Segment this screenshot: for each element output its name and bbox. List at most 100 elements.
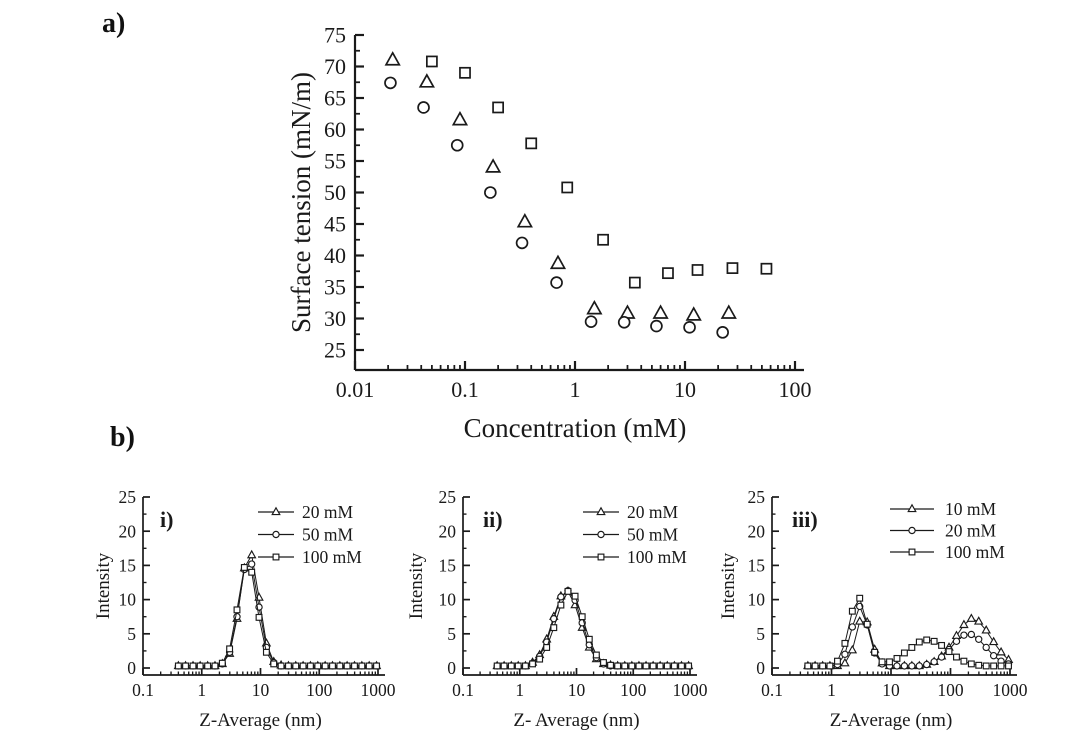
data-point-marker (960, 631, 968, 639)
data-point-marker (336, 662, 344, 670)
x-tick-label: 1 (827, 680, 836, 700)
data-point-marker (848, 607, 856, 615)
data-point-marker (811, 662, 819, 670)
x-tick-label: 1000 (993, 680, 1028, 700)
x-tick-label: 1 (197, 680, 206, 700)
y-tick-label: 5 (447, 624, 456, 644)
data-point-marker (834, 657, 841, 665)
data-point-marker (561, 181, 574, 194)
data-point-marker (908, 644, 916, 651)
data-point-marker (952, 637, 961, 646)
data-point-marker (945, 648, 953, 656)
x-axis-label: Z-Average (nm) (830, 710, 953, 731)
data-point-marker (417, 101, 430, 114)
data-point-marker (246, 549, 257, 559)
data-point-marker (292, 662, 300, 670)
y-tick-label: 5 (127, 624, 136, 644)
data-point-marker (973, 616, 984, 625)
data-point-marker (670, 662, 678, 670)
data-point-marker (716, 326, 729, 339)
data-point-marker (726, 262, 739, 274)
data-point-marker (525, 137, 538, 150)
data-point-marker (649, 662, 657, 670)
legend-marker (272, 553, 280, 561)
data-point-marker (597, 233, 609, 246)
y-tick-label: 0 (447, 658, 456, 678)
data-point-marker (277, 662, 285, 670)
data-point-marker (211, 662, 219, 670)
y-tick-label: 10 (748, 590, 766, 610)
legend-label: 10 mM (945, 499, 996, 519)
data-point-marker (174, 662, 182, 670)
data-point-marker (650, 319, 663, 333)
data-point-marker (628, 276, 641, 289)
data-point-marker (937, 653, 946, 661)
y-tick-label: 15 (119, 556, 137, 576)
data-point-marker (182, 662, 190, 670)
legend-marker (271, 506, 281, 516)
legend-entry: 20 mM (583, 502, 678, 522)
y-axis-label: Intensity (95, 552, 114, 619)
series-line (497, 590, 689, 667)
data-point-marker (592, 651, 600, 659)
y-tick-label: 70 (324, 54, 346, 79)
y-tick-label: 40 (324, 243, 346, 268)
legend-marker (908, 548, 916, 556)
y-tick-label: 0 (756, 658, 765, 678)
data-point-marker (196, 662, 204, 670)
legend-entry: 100 mM (583, 547, 687, 567)
data-point-marker (484, 186, 497, 199)
data-point-marker (841, 639, 849, 647)
x-tick-label: 0.1 (761, 680, 783, 700)
subpanel-letter: i) (160, 507, 173, 532)
data-point-marker (484, 158, 502, 173)
data-point-marker (351, 662, 358, 670)
dls-chart-ii: 0.1 1 10 100 1000 0 5 10 15 20 25 Z- Average (nm) In… (406, 460, 721, 740)
subpanel-letter: iii) (792, 507, 818, 532)
data-point-marker (233, 606, 241, 614)
y-axis-label: Intensity (408, 552, 427, 619)
data-point-marker (314, 662, 322, 670)
series-line (178, 566, 377, 667)
data-point-marker (585, 635, 593, 643)
data-point-marker (663, 662, 671, 670)
data-point-marker (900, 649, 908, 657)
y-tick-label: 30 (324, 306, 346, 331)
data-point-marker (621, 662, 629, 670)
y-tick-label: 25 (748, 487, 766, 507)
data-point-marker (685, 306, 702, 321)
y-tick-label: 15 (439, 556, 457, 576)
data-point-marker (691, 264, 704, 276)
data-point-marker (343, 662, 351, 670)
data-point-marker (514, 662, 522, 670)
y-tick-label: 55 (324, 149, 346, 174)
y-tick-label: 35 (324, 275, 346, 300)
data-point-marker (255, 613, 263, 621)
legend-entry: 100 mM (890, 542, 1005, 562)
data-point-marker (550, 276, 563, 289)
y-tick-label: 75 (324, 23, 346, 48)
data-point-marker (893, 662, 901, 670)
data-point-marker (938, 641, 946, 649)
data-point-marker (819, 662, 827, 670)
y-tick-label: 50 (324, 180, 346, 205)
data-point-marker (247, 560, 256, 568)
data-point-marker (893, 654, 901, 662)
data-point-marker (425, 55, 438, 68)
surface-tension-chart: 0.01 0.1 1 10 100 25 30 35 40 45 50 55 60 65 70 75 Conce… (286, 5, 850, 465)
data-point-marker (900, 662, 909, 670)
data-point-marker (967, 660, 975, 668)
data-point-marker (586, 299, 603, 315)
legend-label: 100 mM (302, 547, 362, 567)
y-tick-label: 25 (324, 338, 346, 363)
x-tick-label: 0.1 (132, 680, 154, 700)
data-point-marker (683, 321, 696, 334)
y-tick-label: 25 (119, 487, 137, 507)
data-point-marker (521, 662, 529, 670)
data-point-marker (760, 262, 773, 275)
data-point-marker (997, 662, 1005, 670)
x-tick-label: 1 (570, 377, 581, 402)
y-tick-label: 15 (748, 556, 766, 576)
